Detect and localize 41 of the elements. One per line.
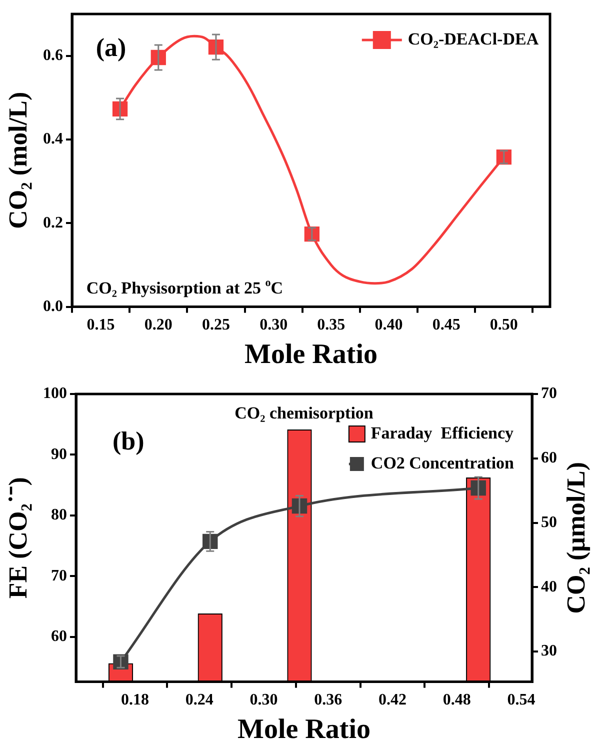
y-tick-label: 60 [51, 628, 67, 646]
x-tick-label: 0.42 [378, 692, 407, 709]
annotation: (a) [96, 32, 126, 62]
x-tick-label: 0.40 [374, 316, 403, 334]
x-tick-label: 0.15 [86, 316, 115, 334]
legend-label: Faraday Efficiency [370, 423, 514, 442]
y-axis-title: CO₂ (mol/L) [4, 92, 33, 229]
annotation: (b) [112, 426, 144, 456]
x-tick-label: 0.54 [507, 692, 536, 709]
y2-axis-title: CO₂ (μmol/L) [562, 462, 591, 614]
y-tick-label: 0.4 [43, 130, 63, 148]
y-tick-label: 0.6 [43, 46, 63, 64]
y-tick-label: 90 [51, 446, 67, 463]
x-tick-label: 0.30 [260, 316, 288, 334]
y2-tick-label: 30 [541, 642, 557, 660]
x-axis-title: Mole Ratio [238, 714, 370, 746]
x-tick-label: 0.25 [202, 316, 230, 334]
x-tick-label: 0.48 [442, 692, 471, 709]
x-tick-label: 0.30 [250, 692, 278, 709]
y-tick-label: 100 [43, 385, 67, 402]
x-tick-label: 0.35 [317, 316, 346, 334]
x-tick-label: 0.20 [144, 316, 172, 334]
x-axis-title: Mole Ratio [244, 339, 378, 370]
legend-label: CO2 Concentration [370, 453, 515, 472]
point [113, 654, 128, 670]
y-tick-label: 0.2 [43, 214, 63, 232]
y-tick-label: 80 [51, 506, 67, 524]
y2-tick-label: 40 [541, 578, 557, 596]
x-tick-label: 0.18 [121, 692, 150, 709]
x-tick-label: 0.50 [490, 316, 518, 334]
x-tick-label: 0.24 [185, 692, 214, 709]
y2-tick-label: 60 [541, 450, 557, 467]
y-tick-label: 0.0 [43, 298, 63, 315]
legend-label: CO₂-DEACl-DEA [408, 29, 540, 48]
x-tick-label: 0.36 [314, 692, 342, 709]
y-axis-title: FE (CO₂˙⁻) [4, 477, 33, 599]
y2-tick-label: 50 [541, 514, 557, 531]
y-tick-label: 70 [51, 567, 67, 584]
annotation: CO₂ chemisorption [234, 404, 374, 423]
y2-tick-label: 70 [541, 385, 557, 402]
x-tick-label: 0.45 [432, 316, 460, 334]
